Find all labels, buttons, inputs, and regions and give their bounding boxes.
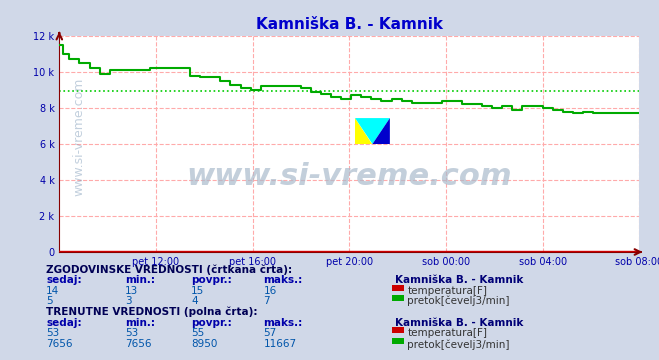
Text: 7: 7	[264, 296, 270, 306]
Text: sedaj:: sedaj:	[46, 318, 82, 328]
Text: 13: 13	[125, 286, 138, 296]
Text: 53: 53	[46, 328, 59, 338]
Text: 57: 57	[264, 328, 277, 338]
Text: Kamniška B. - Kamnik: Kamniška B. - Kamnik	[395, 275, 524, 285]
Text: www.si-vreme.com: www.si-vreme.com	[72, 78, 86, 196]
Text: ZGODOVINSKE VREDNOSTI (črtkana črta):: ZGODOVINSKE VREDNOSTI (črtkana črta):	[46, 265, 292, 275]
Text: min.:: min.:	[125, 275, 156, 285]
Text: 8950: 8950	[191, 339, 217, 349]
Text: 7656: 7656	[125, 339, 152, 349]
Text: 53: 53	[125, 328, 138, 338]
Text: temperatura[F]: temperatura[F]	[407, 286, 487, 296]
Text: www.si-vreme.com: www.si-vreme.com	[186, 162, 512, 191]
Text: pretok[čevelj3/min]: pretok[čevelj3/min]	[407, 339, 510, 350]
Text: 11667: 11667	[264, 339, 297, 349]
Text: 55: 55	[191, 328, 204, 338]
Text: TRENUTNE VREDNOSTI (polna črta):: TRENUTNE VREDNOSTI (polna črta):	[46, 307, 258, 317]
Text: 4: 4	[191, 296, 198, 306]
Text: 14: 14	[46, 286, 59, 296]
Polygon shape	[355, 118, 390, 144]
Polygon shape	[355, 118, 372, 144]
Text: min.:: min.:	[125, 318, 156, 328]
Text: 16: 16	[264, 286, 277, 296]
Text: 3: 3	[125, 296, 132, 306]
Text: povpr.:: povpr.:	[191, 275, 232, 285]
Title: Kamniška B. - Kamnik: Kamniška B. - Kamnik	[256, 17, 443, 32]
Text: pretok[čevelj3/min]: pretok[čevelj3/min]	[407, 296, 510, 306]
Text: maks.:: maks.:	[264, 318, 303, 328]
Text: povpr.:: povpr.:	[191, 318, 232, 328]
Polygon shape	[372, 118, 390, 144]
Text: 15: 15	[191, 286, 204, 296]
Text: Kamniška B. - Kamnik: Kamniška B. - Kamnik	[395, 318, 524, 328]
Text: temperatura[F]: temperatura[F]	[407, 328, 487, 338]
Text: 7656: 7656	[46, 339, 72, 349]
Text: 5: 5	[46, 296, 53, 306]
Text: sedaj:: sedaj:	[46, 275, 82, 285]
Text: maks.:: maks.:	[264, 275, 303, 285]
